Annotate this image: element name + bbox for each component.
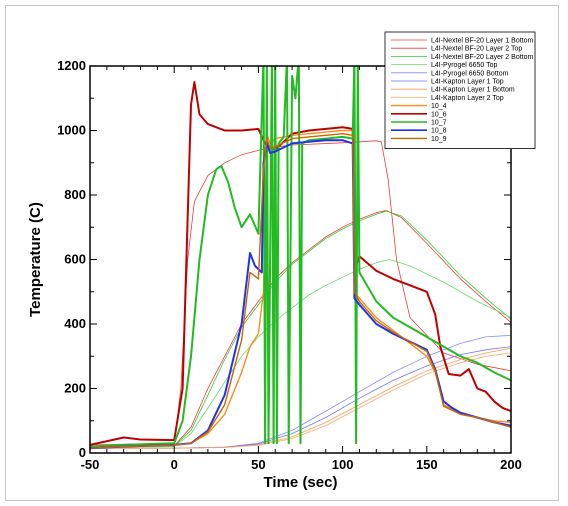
series-layer (90, 66, 511, 450)
series-line-10-9 (90, 133, 511, 449)
y-tick-label: 800 (64, 187, 86, 202)
x-tick-label: -50 (81, 457, 100, 472)
legend-label: L4I-Nextel BF-20 Layer 2 Top (431, 46, 522, 53)
series-line-10-7 (90, 66, 511, 448)
y-tick-label: 0 (79, 445, 86, 460)
legend-label: L4I-Pyrogel 6650 Bottom (431, 70, 509, 77)
x-tick-label: 100 (332, 457, 354, 472)
legend-label: 10_6 (431, 111, 447, 118)
x-tick-label: 150 (416, 457, 438, 472)
y-tick-label: 400 (64, 316, 86, 331)
x-tick-label: 0 (171, 457, 178, 472)
series-line-l4i-nextel-bf-20-layer-2-top (90, 210, 511, 447)
chart-frame: -50 0 50 100 150 200 0 200 400 600 800 1000 1200 Tim… (5, 5, 559, 501)
y-tick-label: 600 (64, 252, 86, 267)
legend-label: 10_7 (431, 120, 447, 127)
legend-label: L4I-Nextel BF-20 Layer 1 Bottom (431, 38, 533, 45)
y-tick-label: 200 (64, 381, 86, 396)
legend-label: 10_9 (431, 136, 447, 143)
series-line-l4i-pyrogel-6650-top (90, 259, 511, 448)
x-axis-title: Time (sec) (264, 474, 338, 491)
series-line-l4i-kapton-layer-2-top (90, 352, 511, 449)
legend-label: L4I-Kapton Layer 1 Top (431, 79, 504, 86)
legend-label: L4I-Kapton Layer 1 Bottom (431, 87, 515, 94)
y-tick-label: 1000 (57, 123, 86, 138)
y-axis-title: Temperature (C) (27, 202, 44, 317)
legend-label: L4I-Kapton Layer 2 Top (431, 95, 504, 102)
legend-label: L4I-Pyrogel 6650 Top (431, 62, 498, 69)
x-tick-label: 200 (500, 457, 522, 472)
legend-label: 10_4 (431, 103, 447, 110)
y-tick-label: 1200 (57, 58, 86, 73)
legend-label: L4I-Nextel BF-20 Layer 2 Bottom (431, 54, 533, 61)
legend-label: 10_8 (431, 128, 447, 135)
legend-box (384, 31, 536, 149)
series-line-10-6 (90, 81, 511, 446)
series-line-10-8 (90, 139, 511, 450)
legend: L4I-Nextel BF-20 Layer 1 BottomL4I-Nexte… (384, 31, 536, 149)
x-tick-label: 50 (251, 457, 265, 472)
series-line-l4i-nextel-bf-20-layer-2-bottom (90, 210, 511, 447)
